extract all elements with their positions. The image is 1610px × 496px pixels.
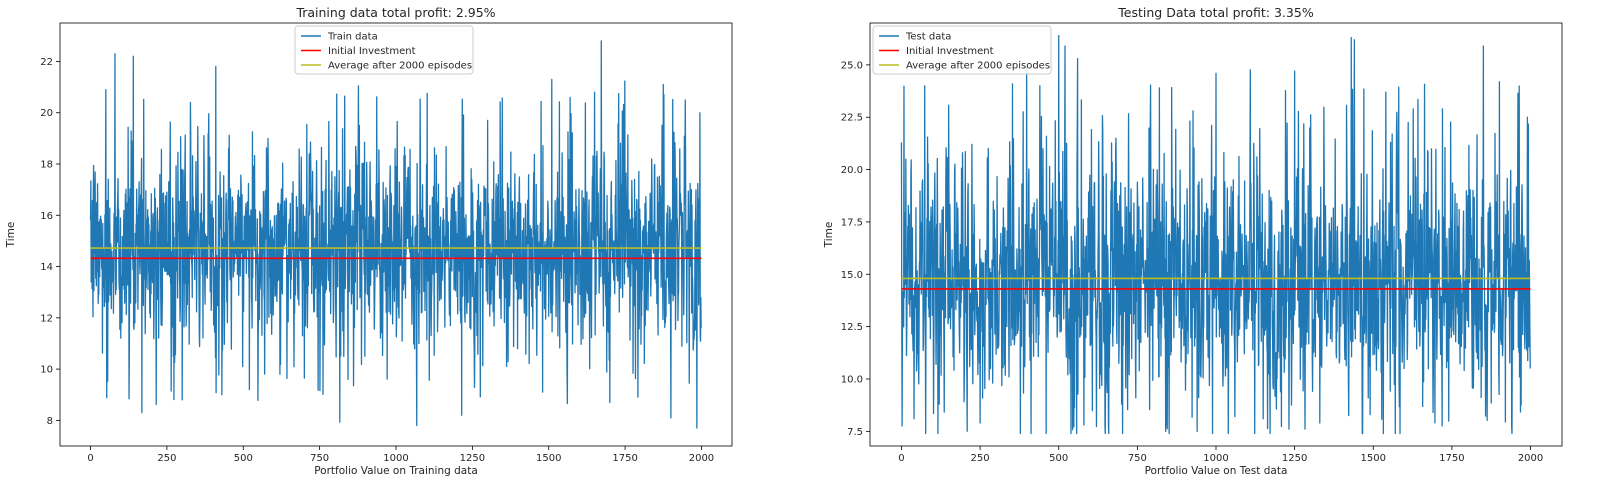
legend-label: Average after 2000 episodes — [328, 61, 472, 72]
x-tick-label: 0 — [87, 453, 93, 464]
x-axis-label: Portfolio Value on Test data — [1145, 465, 1288, 477]
legend-label: Average after 2000 episodes — [906, 61, 1050, 72]
y-tick-label: 20 — [40, 108, 53, 119]
x-tick-label: 0 — [898, 453, 904, 464]
legend-label: Initial Investment — [906, 46, 994, 57]
x-tick-label: 1500 — [536, 453, 561, 464]
x-tick-label: 1250 — [460, 453, 485, 464]
legend: Train data Initial Investment Average afte… — [294, 25, 474, 75]
legend-box — [872, 25, 1052, 75]
chart-title: Testing Data total profit: 3.35% — [1117, 5, 1314, 20]
legend-box — [294, 25, 474, 75]
legend-label: Initial Investment — [328, 46, 416, 57]
plot-area — [900, 34, 1531, 435]
y-tick-label: 17.5 — [841, 217, 863, 228]
plot-area — [89, 40, 702, 429]
x-tick-label: 500 — [234, 453, 253, 464]
x-tick-label: 500 — [1049, 453, 1068, 464]
y-axis-label: Time — [5, 222, 17, 249]
series-line-train-data — [89, 40, 702, 429]
x-tick-label: 1750 — [612, 453, 637, 464]
legend: Test data Initial Investment Average after… — [872, 25, 1052, 75]
y-tick-label: 7.5 — [847, 427, 863, 438]
training-chart: Training data total profit: 2.95% 0 250 500… — [5, 5, 733, 477]
x-tick-label: 1000 — [1203, 453, 1228, 464]
y-tick-label: 18 — [40, 160, 53, 171]
legend-label: Test data — [905, 32, 951, 43]
x-tick-label: 750 — [1128, 453, 1147, 464]
chart-title: Training data total profit: 2.95% — [295, 5, 495, 20]
x-tick-label: 1750 — [1439, 453, 1464, 464]
x-axis-label: Portfolio Value on Training data — [314, 465, 478, 477]
series-line-test-data — [900, 34, 1531, 435]
y-tick-label: 20.0 — [841, 165, 863, 176]
y-axis-label: Time — [823, 222, 835, 249]
x-tick-label: 1250 — [1282, 453, 1307, 464]
y-tick-label: 22.5 — [841, 113, 863, 124]
y-tick-label: 12 — [40, 313, 53, 324]
y-tick-label: 12.5 — [841, 322, 863, 333]
y-tick-label: 14 — [40, 262, 53, 273]
x-tick-label: 750 — [310, 453, 329, 464]
y-tick-label: 15.0 — [841, 270, 863, 281]
testing-chart: Testing Data total profit: 3.35% 0 250 500 7… — [823, 5, 1563, 477]
legend-label: Train data — [327, 32, 378, 43]
y-tick-label: 10 — [40, 365, 53, 376]
x-tick-label: 1000 — [383, 453, 408, 464]
y-tick-label: 22 — [40, 57, 53, 68]
y-tick-label: 8 — [47, 416, 53, 427]
x-tick-label: 250 — [157, 453, 176, 464]
y-tick-label: 25.0 — [841, 60, 863, 71]
x-tick-label: 1500 — [1361, 453, 1386, 464]
y-tick-label: 10.0 — [841, 374, 863, 385]
x-tick-label: 2000 — [1518, 453, 1543, 464]
y-tick-label: 16 — [40, 211, 53, 222]
x-tick-label: 250 — [971, 453, 990, 464]
x-tick-label: 2000 — [689, 453, 714, 464]
